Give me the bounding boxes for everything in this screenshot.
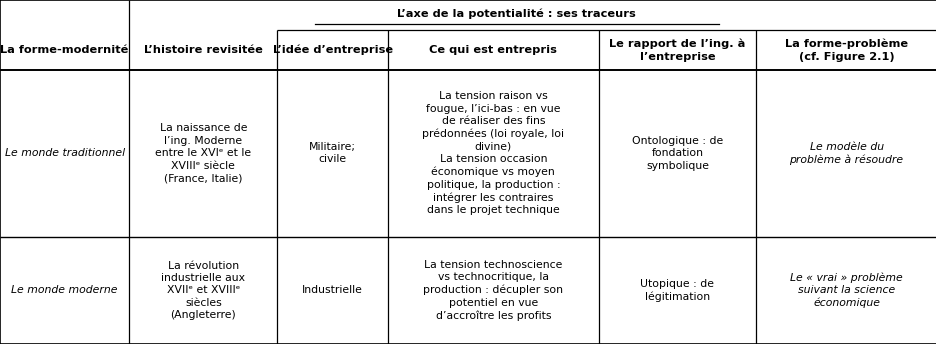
Text: Le monde traditionnel: Le monde traditionnel [5, 148, 124, 158]
Text: Ce qui est entrepris: Ce qui est entrepris [429, 45, 557, 55]
Text: L’idée d’entreprise: L’idée d’entreprise [272, 45, 392, 55]
Text: L’axe de la potentialité : ses traceurs: L’axe de la potentialité : ses traceurs [397, 8, 636, 19]
Text: La forme-problème
(cf. Figure 2.1): La forme-problème (cf. Figure 2.1) [784, 39, 907, 62]
Text: La forme-modernité: La forme-modernité [0, 45, 129, 55]
Text: La révolution
industrielle aux
XVIIᵉ et XVIIIᵉ
siècles
(Angleterre): La révolution industrielle aux XVIIᵉ et … [161, 260, 245, 320]
Text: La tension raison vs
fougue, l’ici-bas : en vue
de réaliser des fins
prédonnées : La tension raison vs fougue, l’ici-bas :… [422, 92, 563, 215]
Text: Ontologique : de
fondation
symbolique: Ontologique : de fondation symbolique [631, 136, 723, 171]
Text: Le modèle du
problème à résoudre: Le modèle du problème à résoudre [789, 142, 902, 165]
Text: Le rapport de l’ing. à
l’entreprise: Le rapport de l’ing. à l’entreprise [608, 39, 745, 62]
Text: La tension technoscience
vs technocritique, la
production : décupler son
potenti: La tension technoscience vs technocritiq… [423, 260, 563, 321]
Text: Le « vrai » problème
suivant la science
économique: Le « vrai » problème suivant la science … [789, 272, 902, 308]
Text: Le monde moderne: Le monde moderne [11, 285, 118, 295]
Text: Utopique : de
légitimation: Utopique : de légitimation [640, 279, 713, 302]
Text: Industrielle: Industrielle [302, 285, 362, 295]
Text: Militaire;
civile: Militaire; civile [309, 142, 356, 164]
Text: La naissance de
l’ing. Moderne
entre le XVIᵉ et le
XVIIIᵉ siècle
(France, Italie: La naissance de l’ing. Moderne entre le … [155, 123, 251, 183]
Text: L’histoire revisitée: L’histoire revisitée [144, 45, 262, 55]
